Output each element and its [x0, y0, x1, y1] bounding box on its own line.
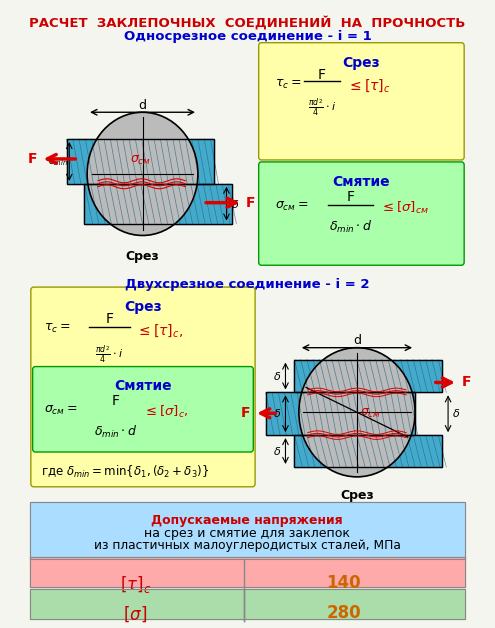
Text: $\delta_{min} \cdot d$: $\delta_{min} \cdot d$: [94, 424, 138, 440]
Text: $\delta_{min}$: $\delta_{min}$: [49, 154, 69, 168]
Text: F: F: [241, 406, 250, 420]
Text: где $\delta_{min}= \min\{\delta_1, (\delta_2 + \delta_3)\}$: где $\delta_{min}= \min\{\delta_1, (\del…: [41, 464, 209, 480]
FancyBboxPatch shape: [33, 367, 253, 452]
Text: F: F: [105, 312, 113, 326]
Text: $\frac{\pi d^2}{4} \cdot i$: $\frac{\pi d^2}{4} \cdot i$: [308, 97, 336, 117]
Text: F: F: [112, 394, 120, 408]
Text: $\delta$: $\delta$: [273, 408, 282, 420]
Text: $\sigma_{см}$: $\sigma_{см}$: [360, 407, 381, 420]
Text: из пластичных малоуглеродистых сталей, МПа: из пластичных малоуглеродистых сталей, М…: [94, 539, 400, 553]
Text: $[\sigma]$: $[\sigma]$: [123, 604, 148, 624]
Text: F: F: [346, 190, 355, 203]
Text: $\leq [\sigma]_c,$: $\leq [\sigma]_c,$: [143, 404, 188, 420]
Bar: [295, 435, 442, 467]
FancyBboxPatch shape: [259, 162, 464, 265]
Text: на срез и смятие для заклепок: на срез и смятие для заклепок: [144, 526, 350, 539]
Text: Смятие: Смятие: [333, 175, 390, 189]
Text: Срез: Срез: [126, 251, 159, 263]
Bar: [30, 557, 465, 587]
Text: Срез: Срез: [124, 300, 162, 314]
Text: Допускаемые напряжения: Допускаемые напряжения: [151, 514, 343, 527]
Bar: [266, 392, 415, 435]
Circle shape: [299, 348, 415, 477]
Text: $\sigma_{cм} = $: $\sigma_{cм} = $: [44, 404, 78, 418]
Bar: [30, 557, 465, 587]
Bar: [266, 392, 415, 435]
Bar: [30, 502, 465, 560]
Text: F: F: [461, 376, 471, 389]
Text: $\delta$: $\delta$: [231, 198, 240, 210]
Text: d: d: [353, 334, 361, 347]
Bar: [295, 360, 442, 392]
Circle shape: [87, 112, 198, 236]
Text: F: F: [246, 196, 255, 210]
Text: Смятие: Смятие: [114, 379, 172, 394]
Text: F: F: [28, 152, 37, 166]
Bar: [30, 589, 465, 619]
Text: Срез: Срез: [343, 56, 380, 70]
Text: $\tau_c = $: $\tau_c = $: [275, 77, 301, 90]
FancyBboxPatch shape: [259, 43, 464, 160]
FancyBboxPatch shape: [31, 287, 255, 487]
Text: $\tau_c = $: $\tau_c = $: [44, 322, 71, 335]
Bar: [30, 502, 465, 560]
Bar: [295, 360, 442, 392]
Text: $\leq [\tau]_c,$: $\leq [\tau]_c,$: [136, 322, 183, 338]
Bar: [295, 435, 442, 467]
Text: $\leq [\sigma]_{cм}$: $\leq [\sigma]_{cм}$: [380, 200, 429, 216]
Text: $[\tau]_c$: $[\tau]_c$: [120, 574, 151, 595]
Bar: [85, 184, 232, 224]
Text: $\leq [\tau]_c$: $\leq [\tau]_c$: [347, 77, 391, 94]
Text: РАСЧЕТ  ЗАКЛЕПОЧНЫХ  СОЕДИНЕНИЙ  НА  ПРОЧНОСТЬ: РАСЧЕТ ЗАКЛЕПОЧНЫХ СОЕДИНЕНИЙ НА ПРОЧНОС…: [29, 16, 466, 30]
Text: $\sigma_{см}$: $\sigma_{см}$: [130, 154, 151, 168]
Text: Односрезное соединение - i = 1: Односрезное соединение - i = 1: [124, 30, 371, 43]
Text: F: F: [318, 68, 326, 82]
Bar: [85, 184, 232, 224]
Text: Двухсрезное соединение - i = 2: Двухсрезное соединение - i = 2: [125, 278, 370, 291]
Text: $\frac{\pi d^2}{4} \cdot i$: $\frac{\pi d^2}{4} \cdot i$: [96, 345, 124, 365]
Bar: [67, 139, 214, 184]
Text: $\delta$: $\delta$: [273, 369, 282, 382]
Text: $\sigma_{cм} = $: $\sigma_{cм} = $: [275, 200, 308, 213]
Bar: [67, 139, 214, 184]
Text: $\delta_{min} \cdot d$: $\delta_{min} \cdot d$: [329, 219, 372, 235]
Text: 280: 280: [326, 604, 361, 622]
Text: $\delta$: $\delta$: [273, 445, 282, 457]
Text: 140: 140: [326, 574, 361, 592]
Text: $\delta$: $\delta$: [452, 408, 460, 420]
Text: Срез: Срез: [340, 489, 374, 502]
Text: d: d: [139, 99, 147, 112]
Bar: [30, 589, 465, 619]
